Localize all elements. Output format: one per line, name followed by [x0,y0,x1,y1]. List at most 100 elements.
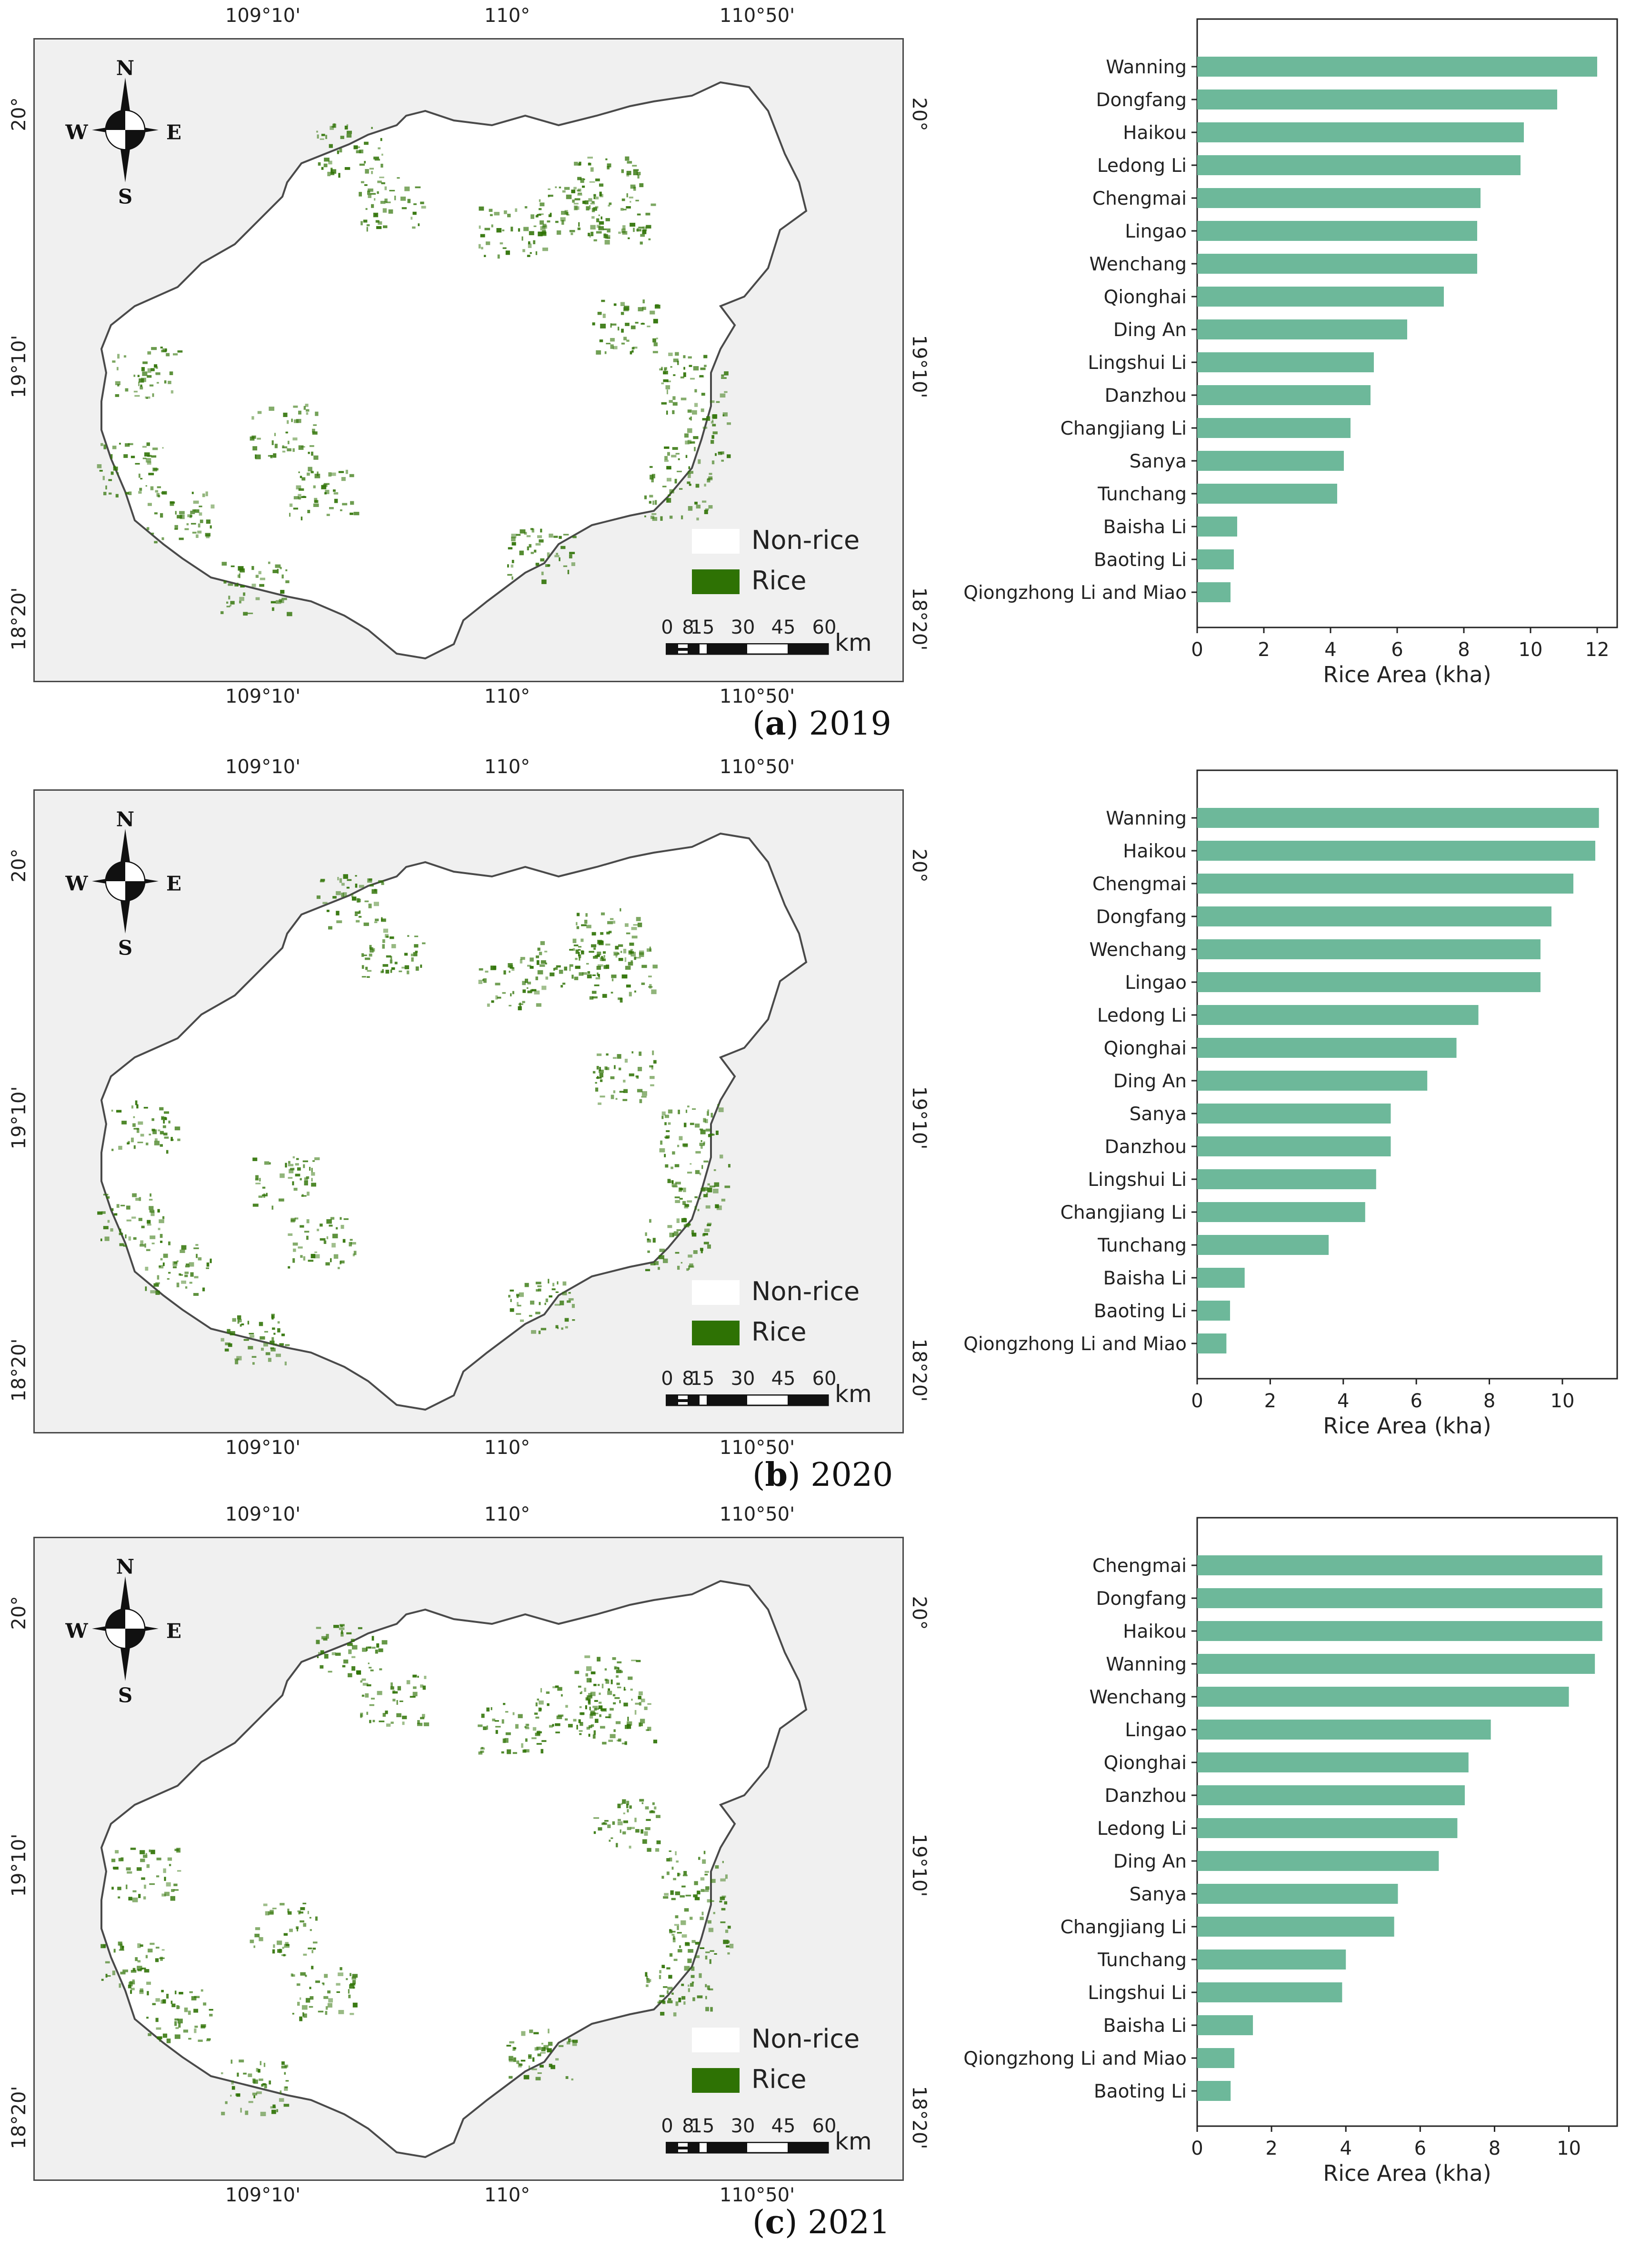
rice-patch [355,911,360,914]
rice-patch [397,1686,401,1691]
lon-label-bottom: 110° [484,1437,530,1459]
rice-patch [177,350,183,353]
rice-patch [707,1111,709,1116]
rice-patch [255,575,259,578]
rice-patch [681,515,683,519]
rice-patch [512,1752,517,1754]
rice-patch [538,1700,544,1705]
rice-patch [666,466,671,470]
rice-patch [495,995,498,1000]
rice-patch [600,1095,605,1098]
rice-patch [325,2006,328,2010]
rice-patch [392,1691,398,1694]
rice-patch [269,407,275,411]
rice-patch [680,1920,686,1925]
rice-patch [228,596,230,600]
rice-patch [309,1917,311,1919]
rice-patch [562,1292,567,1295]
rice-patch [633,170,638,176]
rice-patch [260,1347,264,1351]
rice-patch [614,1065,616,1069]
rice-patch [653,318,658,324]
rice-patch [724,371,729,376]
rice-patch [600,194,603,198]
rice-patch [132,1890,137,1892]
rice-patch [192,531,197,534]
rice-patch [690,1163,692,1165]
rice-patch [578,952,580,957]
rice-patch [645,1827,650,1830]
rice-patch [709,473,712,475]
category-label: Lingao [1125,972,1187,994]
rice-patch [511,542,516,546]
rice-patch [140,386,143,390]
rice-patch [298,488,304,491]
scale-bar [666,643,829,655]
rice-patch [560,546,566,549]
rice-patch [555,1731,560,1733]
rice-patch [601,958,606,961]
x-axis-label: Rice Area (kha) [1323,1413,1491,1439]
rice-patch [664,368,667,371]
rice-patch [547,1703,550,1706]
rice-patch [610,1837,613,1839]
rice-patch [198,523,200,527]
rice-patch [637,1089,643,1093]
rice-patch [670,1166,673,1169]
rice-patch [162,1125,166,1128]
rice-patch [383,928,389,933]
rice-patch [303,406,306,410]
rice-patch [697,1995,703,1999]
rice-patch [359,192,362,197]
rice-patch [148,473,154,476]
rice-patch [681,1885,686,1888]
rice-patch [673,358,679,362]
rice-patch [607,921,613,925]
rice-patch [555,220,559,223]
rice-patch [174,2034,180,2039]
rice-patch [342,503,348,506]
rice-patch [105,1974,108,1978]
rice-patch [151,532,154,535]
rice-patch [330,126,334,130]
rice-patch [369,1720,371,1723]
rice-patch [658,1267,660,1270]
rice-patch [670,366,672,368]
rice-patch [580,1691,583,1694]
rice-patch [542,247,548,251]
lat-label-right: 18°20' [908,587,930,651]
rice-patch [594,1708,599,1710]
rice-patch [304,1177,308,1182]
rice-patch [522,981,526,985]
rice-patch [639,952,644,957]
rice-patch [162,1216,165,1219]
rice-patch [617,1686,621,1689]
rice-patch [146,1143,149,1145]
rice-patch [351,896,357,901]
bar [1197,1555,1602,1575]
rice-patch [417,1720,420,1724]
rice-patch [364,900,369,903]
rice-patch [605,1679,610,1684]
rice-patch [705,1984,707,1988]
rice-patch [150,1942,155,1945]
rice-patch [722,1860,724,1863]
rice-patch [607,1691,612,1695]
lat-label-right: 18°20' [908,1338,930,1402]
rice-patch [483,1726,487,1731]
rice-patch [396,1713,401,1717]
rice-patch [359,910,361,914]
rice-patch [538,1288,541,1292]
rice-patch [588,198,592,202]
rice-patch [507,564,509,568]
rice-patch [599,1714,601,1717]
rice-patch [574,976,579,980]
bar [1197,1588,1602,1608]
rice-patch [314,1251,318,1253]
rice-patch [598,1827,602,1831]
rice-patch [549,1725,553,1728]
rice-patch [377,1691,382,1695]
rice-patch [700,1877,705,1881]
rice-patch [271,440,274,445]
rice-patch [280,600,284,603]
